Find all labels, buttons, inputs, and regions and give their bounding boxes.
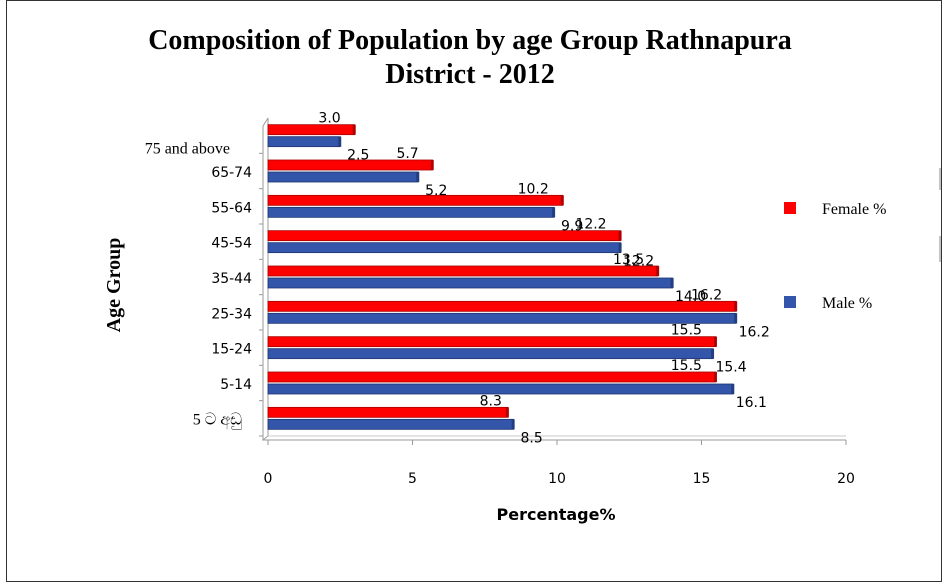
x-axis-title: Percentage% [497, 505, 616, 524]
female-data-label: 5.7 [396, 146, 418, 162]
data-labels: 8.3 8.5 15.5 16.1 15.5 15.4 16.2 16.2 13.5 14.0 12… [318, 111, 769, 447]
female-bar-end [505, 407, 509, 418]
bars [267, 124, 738, 430]
legend-female-swatch [784, 202, 796, 214]
male-bar-end [552, 207, 556, 218]
female-bar-end [352, 124, 356, 135]
male-bar-end [618, 242, 622, 253]
female-bar [267, 300, 737, 312]
male-bar [267, 136, 341, 148]
x-tick-label: 0 [264, 471, 273, 487]
axes [259, 117, 847, 445]
chart-title-line-1: Composition of Population by age Group R… [148, 25, 792, 56]
male-data-label: 2.5 [347, 148, 369, 164]
female-bar-end [713, 372, 717, 382]
female-data-label: 15.5 [671, 323, 702, 339]
male-bar [267, 348, 714, 360]
chart-title: Composition of Population by age Group R… [60, 24, 880, 92]
x-tick-label: 20 [837, 471, 855, 487]
category-label: 45-54 [211, 236, 252, 252]
male-data-label: 14.0 [675, 289, 706, 305]
female-bar-end [430, 160, 434, 170]
category-label: 5 ට අඩු [193, 411, 242, 429]
male-data-label: 16.1 [736, 395, 767, 411]
female-bar-end [713, 336, 717, 347]
legend-male-swatch [784, 296, 796, 308]
male-bar [267, 312, 737, 324]
female-data-label: 16.2 [691, 287, 722, 303]
category-label: 75 and above [145, 141, 230, 158]
y-axis-wall [262, 117, 269, 442]
male-bar-end [734, 313, 738, 324]
female-bar [267, 336, 717, 348]
male-bar [267, 206, 555, 218]
female-bar-end [656, 266, 660, 276]
female-data-label: 8.3 [480, 393, 502, 409]
male-data-label: 12.2 [623, 254, 654, 270]
category-label: 55-64 [211, 200, 252, 216]
female-data-label: 15.5 [671, 358, 702, 374]
x-tick-label: 10 [548, 471, 566, 487]
category-label: 35-44 [211, 271, 252, 287]
category-label: 5-14 [220, 377, 252, 393]
male-data-label: 16.2 [739, 324, 770, 340]
female-bar [267, 265, 659, 277]
female-bar [267, 124, 356, 136]
category-labels: 5 ට අඩු 5-14 15-24 25-34 35-44 45-54 55-64 65-7… [145, 141, 252, 430]
x-tick-label: 15 [693, 471, 711, 487]
female-bar-end [618, 230, 622, 241]
male-data-label: 8.5 [521, 430, 543, 446]
male-bar-end [416, 172, 420, 182]
male-bar [267, 242, 621, 254]
legend-female-label: Female % [822, 201, 886, 218]
female-data-label: 12.2 [575, 217, 606, 233]
x-tick-label: 5 [408, 471, 417, 487]
male-bar [267, 277, 674, 289]
male-bar-end [731, 384, 735, 394]
female-bar-end [560, 195, 564, 206]
female-bar [267, 371, 717, 383]
male-data-label: 15.4 [715, 360, 746, 376]
y-axis-title: Age Group [103, 238, 125, 333]
category-label: 15-24 [211, 342, 252, 358]
legend-male-label: Male % [822, 295, 872, 312]
female-data-label: 10.2 [518, 181, 549, 197]
tick-labels: 0 5 10 15 20 [264, 471, 855, 487]
male-bar [267, 418, 515, 430]
chart-frame [6, 0, 942, 582]
female-bar [267, 406, 509, 418]
category-label: 25-34 [211, 306, 252, 322]
female-bar-end [734, 301, 738, 312]
female-data-label: 13.5 [613, 252, 644, 268]
legend: Female % Male % [784, 168, 941, 312]
male-bar-end [338, 136, 342, 147]
category-label: 65-74 [211, 165, 252, 181]
chart-title-line-2: District - 2012 [385, 59, 555, 90]
male-data-label: 9.9 [561, 218, 583, 234]
male-data-label: 5.2 [425, 183, 447, 199]
male-bar-end [511, 419, 515, 430]
male-bar-end [711, 348, 715, 359]
male-bar [267, 171, 419, 183]
male-bar-end [670, 278, 674, 288]
female-data-label: 3.0 [318, 111, 340, 127]
